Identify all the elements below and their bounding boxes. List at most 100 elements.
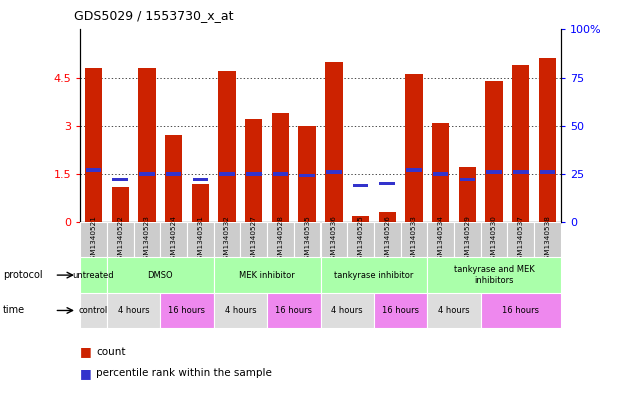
Bar [428, 293, 481, 328]
Bar [192, 178, 208, 181]
Bar [454, 222, 481, 257]
Bar [107, 222, 133, 257]
Bar [299, 126, 316, 222]
Text: 16 hours: 16 hours [275, 306, 312, 315]
Bar [353, 184, 369, 187]
Bar [267, 293, 320, 328]
Bar [112, 187, 129, 222]
Bar [374, 293, 428, 328]
Text: 16 hours: 16 hours [169, 306, 206, 315]
Bar [294, 222, 320, 257]
Bar [139, 172, 154, 176]
Text: tankyrase and MEK
inhibitors: tankyrase and MEK inhibitors [454, 265, 535, 285]
Bar [432, 123, 449, 222]
Bar [107, 257, 213, 293]
Text: GSM1340529: GSM1340529 [464, 215, 470, 264]
Bar [245, 119, 262, 222]
Bar [540, 171, 555, 174]
Bar [379, 212, 396, 222]
Bar [299, 174, 315, 177]
Bar [459, 167, 476, 222]
Bar [192, 184, 209, 222]
Bar [481, 293, 561, 328]
Bar [534, 222, 561, 257]
Text: 4 hours: 4 hours [331, 306, 363, 315]
Bar [267, 222, 294, 257]
Bar [138, 68, 156, 222]
Text: 16 hours: 16 hours [382, 306, 419, 315]
Bar [352, 216, 369, 222]
Text: GSM1340528: GSM1340528 [278, 215, 283, 264]
Text: GSM1340537: GSM1340537 [518, 215, 524, 264]
Text: 4 hours: 4 hours [438, 306, 470, 315]
Bar [508, 222, 534, 257]
Bar [165, 135, 182, 222]
Bar [272, 113, 289, 222]
Text: GSM1340526: GSM1340526 [384, 215, 390, 264]
Text: GSM1340534: GSM1340534 [438, 215, 444, 264]
Text: percentile rank within the sample: percentile rank within the sample [96, 368, 272, 378]
Bar [213, 222, 240, 257]
Bar [187, 222, 213, 257]
Text: DMSO: DMSO [147, 271, 173, 279]
Bar [320, 222, 347, 257]
Text: GSM1340522: GSM1340522 [117, 215, 123, 264]
Bar [240, 222, 267, 257]
Bar [160, 293, 213, 328]
Bar [112, 178, 128, 181]
Bar [406, 169, 422, 172]
Text: 4 hours: 4 hours [224, 306, 256, 315]
Text: GSM1340525: GSM1340525 [358, 215, 363, 264]
Text: GSM1340524: GSM1340524 [171, 215, 177, 264]
Bar [80, 257, 107, 293]
Bar [325, 62, 342, 222]
Bar [347, 222, 374, 257]
Text: GSM1340523: GSM1340523 [144, 215, 150, 264]
Bar [160, 222, 187, 257]
Text: ■: ■ [80, 367, 92, 380]
Text: MEK inhibitor: MEK inhibitor [239, 271, 295, 279]
Text: GSM1340535: GSM1340535 [304, 215, 310, 264]
Text: 4 hours: 4 hours [118, 306, 149, 315]
Bar [320, 293, 374, 328]
Text: control: control [79, 306, 108, 315]
Bar [86, 169, 101, 172]
Bar [512, 65, 529, 222]
Bar [326, 171, 342, 174]
Text: GSM1340527: GSM1340527 [251, 215, 257, 264]
Bar [246, 172, 262, 176]
Text: GSM1340521: GSM1340521 [90, 215, 97, 264]
Text: ■: ■ [80, 345, 92, 358]
Text: protocol: protocol [3, 270, 43, 280]
Bar [107, 293, 160, 328]
Bar [460, 178, 475, 181]
Text: GSM1340532: GSM1340532 [224, 215, 230, 264]
Bar [481, 222, 508, 257]
Bar [428, 222, 454, 257]
Bar [487, 171, 502, 174]
Text: GDS5029 / 1553730_x_at: GDS5029 / 1553730_x_at [74, 9, 233, 22]
Text: GSM1340536: GSM1340536 [331, 215, 337, 264]
Text: GSM1340533: GSM1340533 [411, 215, 417, 264]
Text: time: time [3, 305, 26, 316]
Text: GSM1340531: GSM1340531 [197, 215, 203, 264]
Bar [133, 222, 160, 257]
Bar [213, 257, 320, 293]
Bar [428, 257, 561, 293]
Bar [213, 293, 267, 328]
Bar [219, 172, 235, 176]
Bar [219, 71, 236, 222]
Text: count: count [96, 347, 126, 357]
Text: 16 hours: 16 hours [503, 306, 539, 315]
Bar [485, 81, 503, 222]
Bar [401, 222, 428, 257]
Text: untreated: untreated [72, 271, 114, 279]
Bar [80, 293, 107, 328]
Bar [405, 74, 422, 222]
Bar [80, 222, 107, 257]
Bar [433, 172, 449, 176]
Bar [166, 172, 181, 176]
Bar [85, 68, 102, 222]
Bar [272, 172, 288, 176]
Text: GSM1340538: GSM1340538 [544, 215, 551, 264]
